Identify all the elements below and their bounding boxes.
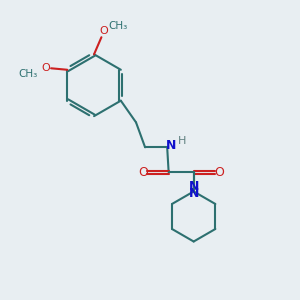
Text: O: O [138, 166, 148, 179]
Text: O: O [214, 166, 224, 179]
Text: N: N [188, 180, 199, 193]
Text: H: H [178, 136, 187, 146]
Text: CH₃: CH₃ [109, 21, 128, 31]
Text: N: N [166, 139, 176, 152]
Text: O: O [99, 26, 108, 36]
Text: N: N [188, 187, 199, 200]
Text: O: O [42, 63, 50, 73]
Text: CH₃: CH₃ [19, 69, 38, 79]
